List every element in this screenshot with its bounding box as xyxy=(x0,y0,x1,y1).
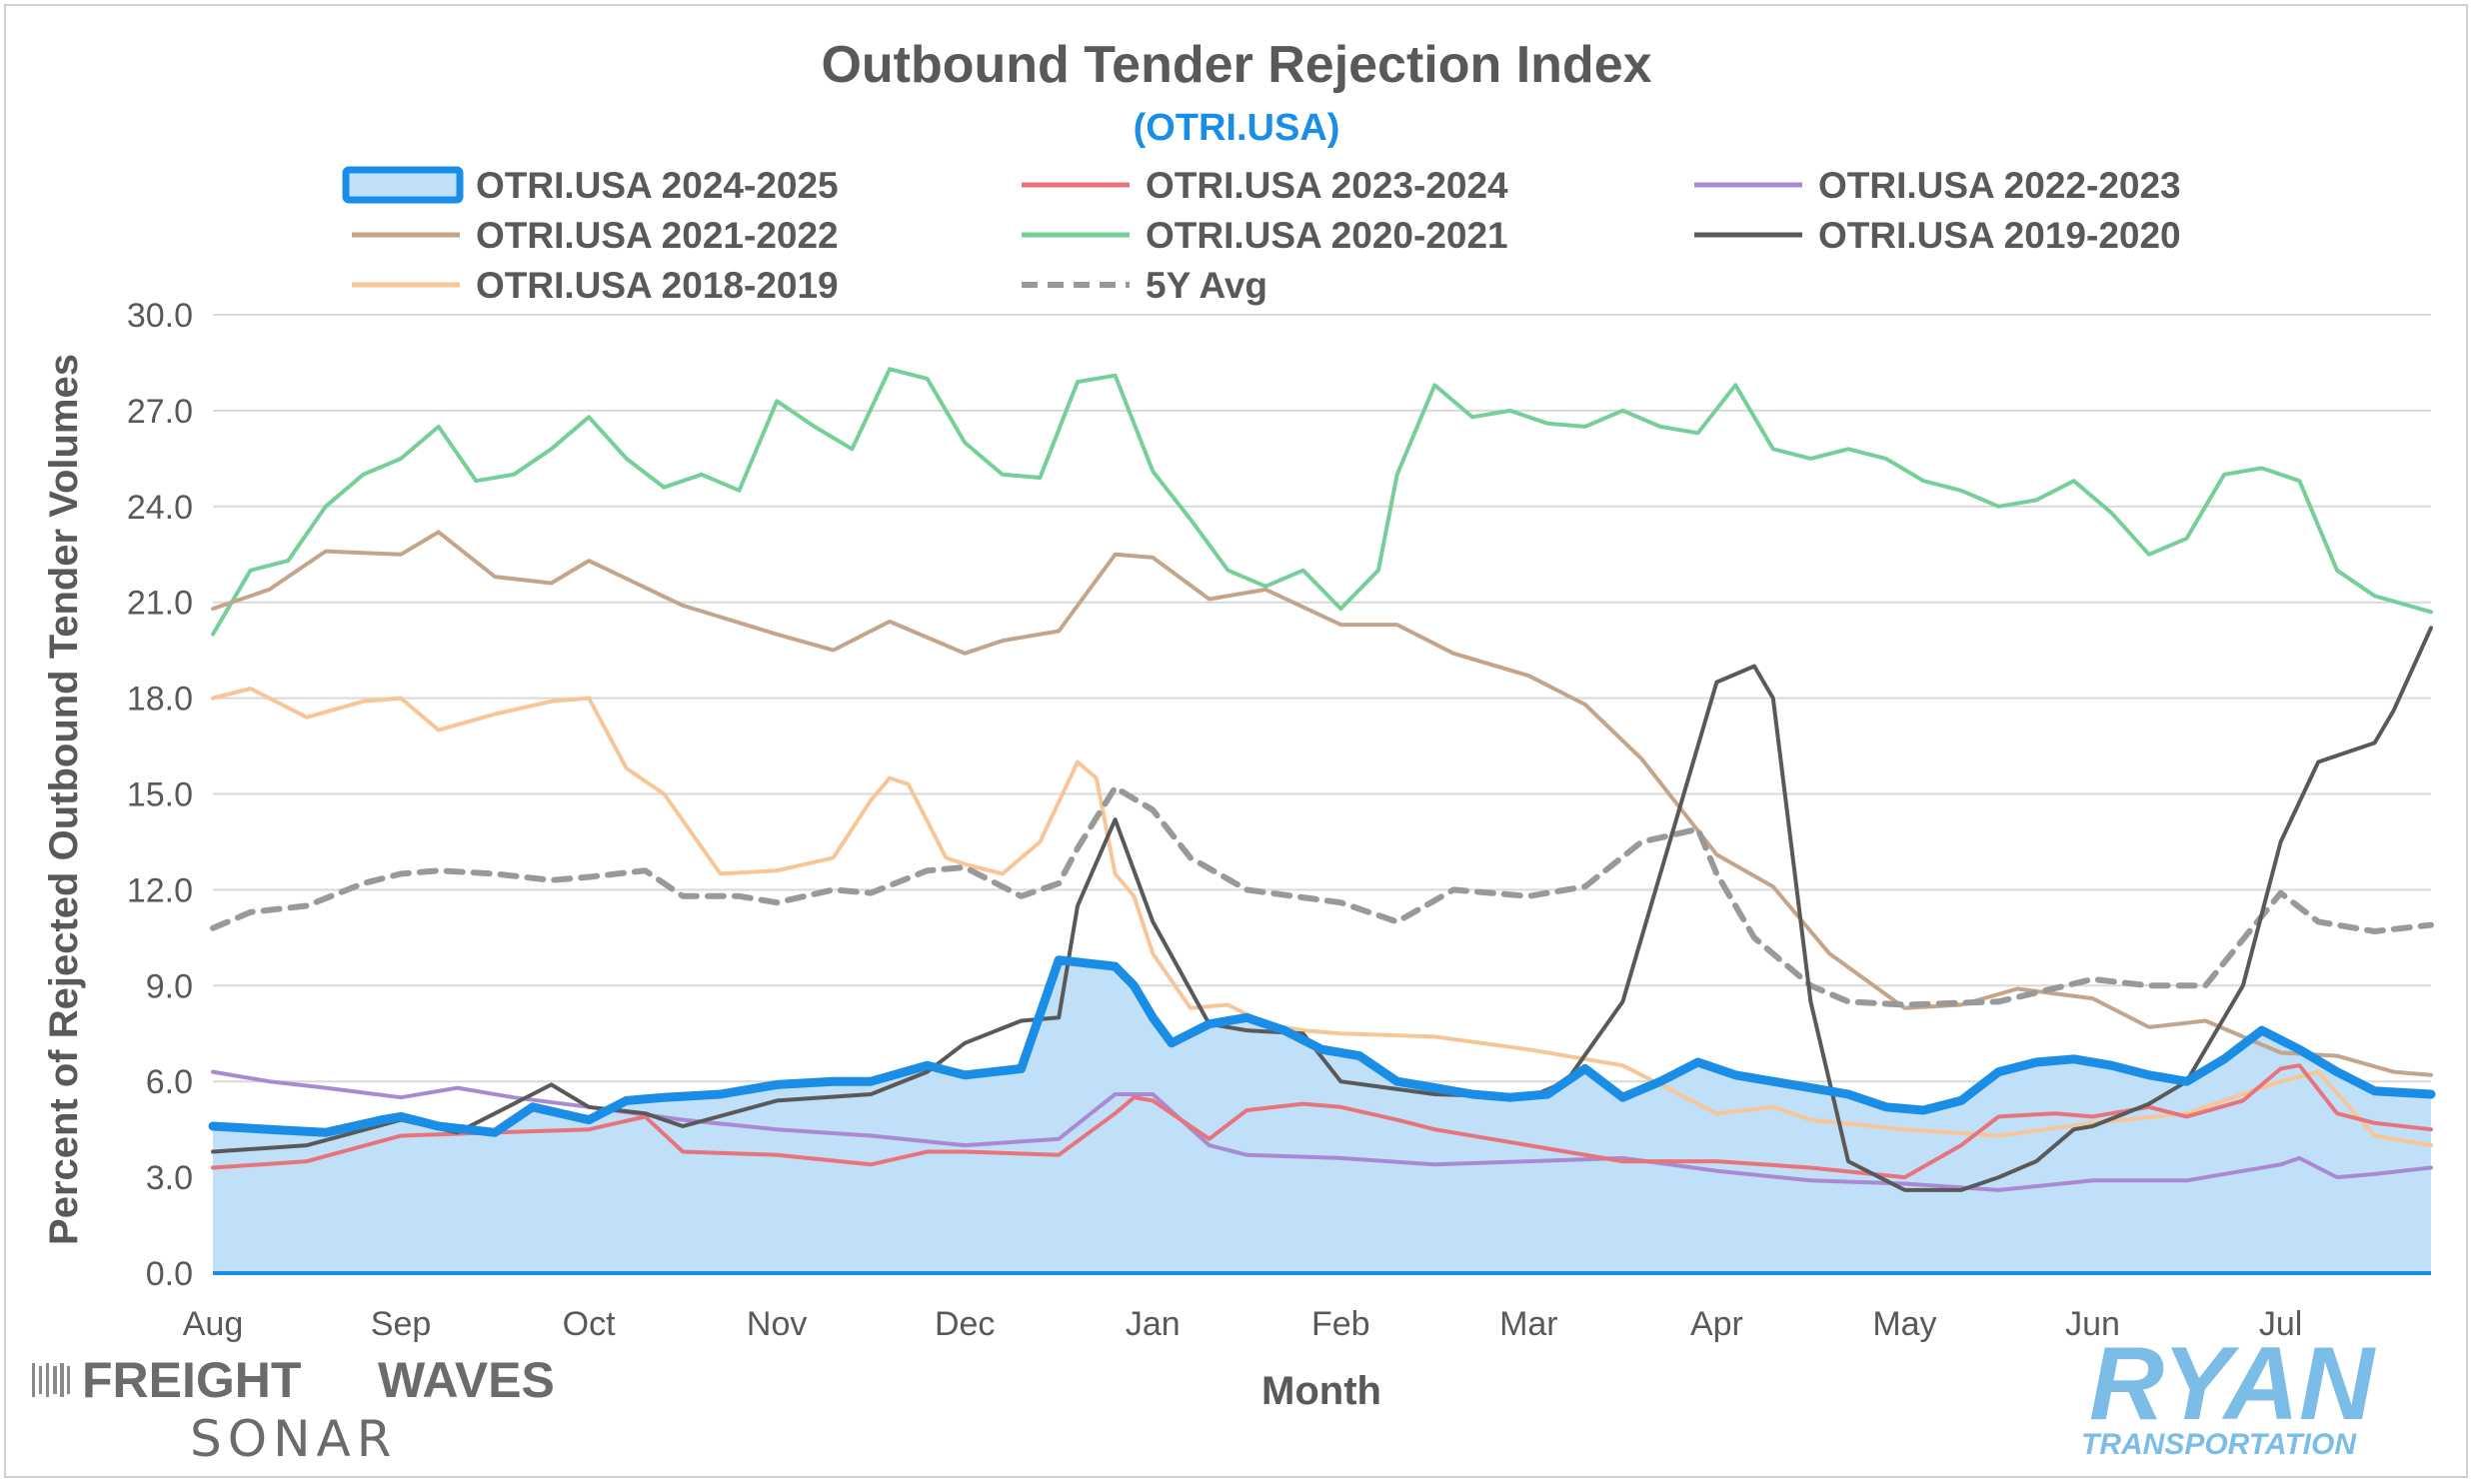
x-tick-label: Jun xyxy=(2065,1305,2120,1343)
legend: OTRI.USA 2024-2025 OTRI.USA 2023-2024 OTRI… xyxy=(342,165,2181,306)
legend-label: 5Y Avg xyxy=(1146,265,1267,306)
x-tick-label: Jan xyxy=(1126,1305,1181,1343)
x-tick-label: Nov xyxy=(747,1305,807,1343)
chart-title: Outbound Tender Rejection Index xyxy=(821,36,1651,94)
fw-bar xyxy=(32,1363,35,1397)
y-tick-label: 15.0 xyxy=(127,776,193,814)
legend-item-s2324: OTRI.USA 2023-2024 xyxy=(1022,165,1508,206)
y-axis-ticks: 0.0 3.0 6.0 9.0 12.0 15.0 18.0 21.0 24.0 27.0 30.0 xyxy=(127,297,193,1293)
fw-bar xyxy=(46,1363,49,1397)
fw-bar xyxy=(53,1366,57,1394)
y-tick-label: 12.0 xyxy=(127,871,193,909)
legend-item-s2223: OTRI.USA 2022-2023 xyxy=(1694,165,2181,206)
ryan-transportation-logo: RYAN TRANSPORTATION xyxy=(2081,1326,2376,1461)
fw-bar xyxy=(67,1366,70,1394)
legend-item-s2122: OTRI.USA 2021-2022 xyxy=(352,215,839,256)
series-line-s2122 xyxy=(211,530,2433,1077)
y-tick-label: 3.0 xyxy=(146,1159,193,1197)
freightwaves-word-b: WAVES xyxy=(378,1352,555,1408)
legend-label: OTRI.USA 2021-2022 xyxy=(476,215,839,256)
x-tick-label: Oct xyxy=(563,1305,616,1343)
legend-label: OTRI.USA 2020-2021 xyxy=(1146,215,1508,256)
y-tick-label: 24.0 xyxy=(127,489,193,527)
freightwaves-logo: FREIGHT WAVES SONAR xyxy=(32,1352,555,1468)
freightwaves-word-a: FREIGHT xyxy=(82,1352,301,1408)
legend-swatch xyxy=(342,166,464,204)
fw-bar xyxy=(60,1363,64,1397)
fw-bar xyxy=(39,1366,42,1394)
legend-label: OTRI.USA 2024-2025 xyxy=(476,165,839,206)
freightwaves-mark-icon xyxy=(32,1363,70,1397)
chart-subtitle: (OTRI.USA) xyxy=(1134,107,1340,149)
x-tick-label: Feb xyxy=(1311,1305,1370,1343)
x-tick-label: May xyxy=(1872,1305,1936,1343)
legend-label: OTRI.USA 2019-2020 xyxy=(1818,215,2181,256)
series-line-s2223 xyxy=(211,1069,2433,1192)
legend-label: OTRI.USA 2018-2019 xyxy=(476,265,839,306)
gridlines xyxy=(213,314,2431,1274)
x-axis-ticks: Aug Sep Oct Nov Dec Jan Feb Mar Apr May Jun Jul xyxy=(183,1305,2303,1343)
legend-label: OTRI.USA 2022-2023 xyxy=(1818,165,2181,206)
y-tick-label: 18.0 xyxy=(127,681,193,719)
y-axis-title: Percent of Rejected Outbound Tender Volu… xyxy=(42,354,86,1245)
x-tick-label: Aug xyxy=(183,1305,244,1343)
ryan-word: RYAN xyxy=(2089,1326,2376,1442)
legend-item-s2425: OTRI.USA 2024-2025 xyxy=(342,165,839,206)
chart-frame xyxy=(4,4,2468,1478)
series-line-s1819 xyxy=(211,687,2433,1148)
y-tick-label: 27.0 xyxy=(127,393,193,431)
series-line-avg xyxy=(210,784,2434,1008)
legend-item-s1920: OTRI.USA 2019-2020 xyxy=(1694,215,2181,256)
plot-area xyxy=(208,367,2436,1275)
x-tick-label: Dec xyxy=(935,1305,995,1343)
y-tick-label: 0.0 xyxy=(146,1255,193,1293)
series-line-s2425 xyxy=(208,955,2436,1137)
y-tick-label: 21.0 xyxy=(127,585,193,623)
x-tick-label: Jul xyxy=(2259,1305,2302,1343)
transportation-word: TRANSPORTATION xyxy=(2081,1428,2357,1461)
legend-item-s2021: OTRI.USA 2020-2021 xyxy=(1022,215,1508,256)
sonar-word: SONAR xyxy=(190,1410,397,1468)
legend-item-avg: 5Y Avg xyxy=(1022,265,1267,306)
y-tick-label: 9.0 xyxy=(146,967,193,1005)
x-tick-label: Mar xyxy=(1499,1305,1558,1343)
series-line-s2021 xyxy=(211,367,2433,637)
x-tick-label: Apr xyxy=(1690,1305,1743,1343)
x-axis-title: Month xyxy=(1261,1369,1381,1413)
x-tick-label: Sep xyxy=(371,1305,432,1343)
series-line-s2324 xyxy=(211,1063,2433,1180)
y-tick-label: 30.0 xyxy=(127,297,193,335)
series-2024-2025-area xyxy=(213,959,2431,1273)
y-tick-label: 6.0 xyxy=(146,1063,193,1101)
legend-item-s1819: OTRI.USA 2018-2019 xyxy=(352,265,839,306)
legend-label: OTRI.USA 2023-2024 xyxy=(1146,165,1508,206)
